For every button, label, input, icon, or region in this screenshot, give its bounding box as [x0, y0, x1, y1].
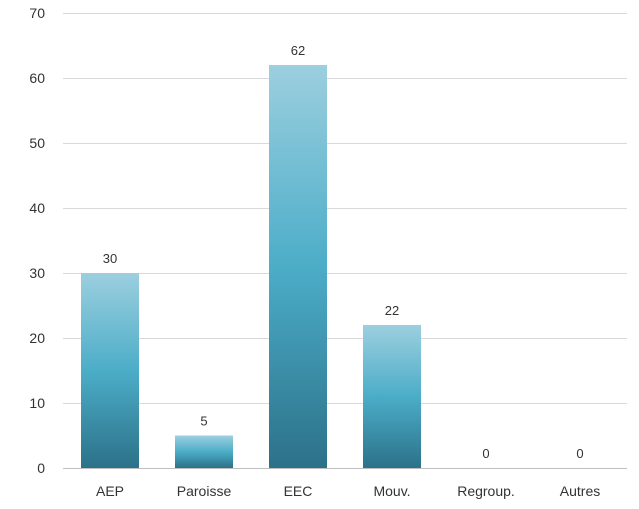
data-label: 0: [482, 446, 489, 461]
y-tick-label: 60: [29, 70, 45, 86]
x-tick-label: Autres: [560, 483, 600, 499]
gridlines: [63, 13, 627, 469]
data-label: 30: [103, 251, 117, 266]
y-tick-label: 50: [29, 135, 45, 151]
x-axis-tick-labels: AEP Paroisse EEC Mouv. Regroup. Autres: [96, 483, 600, 499]
y-tick-label: 10: [29, 395, 45, 411]
x-tick-label: AEP: [96, 483, 124, 499]
y-axis-tick-labels: 0 10 20 30 40 50 60 70: [29, 5, 45, 476]
y-tick-label: 0: [37, 460, 45, 476]
bar-eec: [269, 65, 327, 468]
x-tick-label: Regroup.: [457, 483, 515, 499]
data-label: 5: [200, 414, 207, 429]
x-tick-label: EEC: [284, 483, 313, 499]
bar-aep: [81, 273, 139, 468]
data-labels: 30 5 62 22 0 0: [103, 43, 584, 461]
y-tick-label: 20: [29, 330, 45, 346]
bar-paroisse: [175, 435, 233, 468]
x-tick-label: Mouv.: [373, 483, 410, 499]
data-label: 0: [576, 446, 583, 461]
x-tick-label: Paroisse: [177, 483, 232, 499]
data-label: 22: [385, 303, 399, 318]
bar-mouv: [363, 325, 421, 468]
y-tick-label: 30: [29, 265, 45, 281]
data-label: 62: [291, 43, 305, 58]
y-tick-label: 40: [29, 200, 45, 216]
bars: [81, 65, 421, 468]
y-tick-label: 70: [29, 5, 45, 21]
